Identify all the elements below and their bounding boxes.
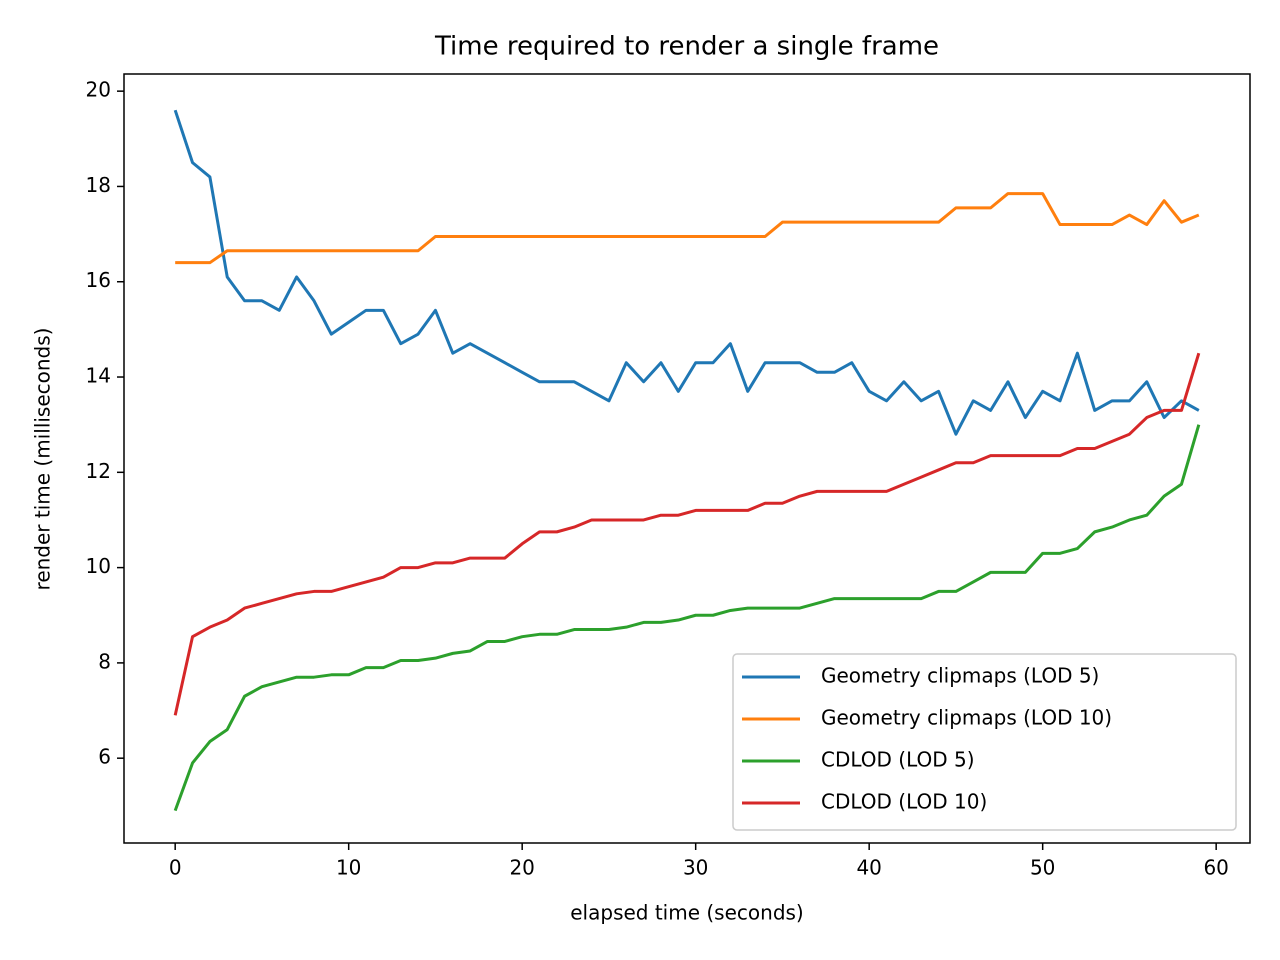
y-tick-label: 6 (98, 745, 111, 769)
y-tick-label: 8 (98, 649, 111, 673)
series-line (173, 109, 1200, 436)
series-line (175, 192, 1200, 265)
legend-label: Geometry clipmaps (LOD 10) (821, 706, 1112, 730)
y-axis-label: render time (milliseconds) (31, 328, 55, 591)
chart-title: Time required to render a single frame (434, 32, 939, 62)
y-tick-label: 18 (86, 173, 111, 197)
series-line (173, 424, 1201, 812)
x-tick-label: 0 (169, 856, 182, 880)
x-axis-label: elapsed time (seconds) (570, 901, 804, 925)
x-tick-label: 50 (1030, 856, 1055, 880)
series-line (173, 352, 1201, 716)
legend-label: Geometry clipmaps (LOD 5) (821, 664, 1099, 688)
y-tick-label: 10 (86, 554, 111, 578)
x-tick-label: 30 (683, 856, 708, 880)
x-tick-label: 10 (336, 856, 361, 880)
x-tick-label: 60 (1203, 856, 1228, 880)
plot-frame (123, 73, 1251, 844)
legend-label: CDLOD (LOD 10) (821, 790, 987, 814)
y-tick-label: 12 (86, 459, 111, 483)
y-tick-label: 20 (86, 78, 111, 102)
y-tick-label: 14 (86, 364, 111, 388)
legend-box (732, 653, 1237, 831)
y-tick-label: 16 (86, 268, 111, 292)
legend-label: CDLOD (LOD 5) (821, 748, 975, 772)
x-tick-label: 40 (856, 856, 881, 880)
x-tick-label: 20 (509, 856, 534, 880)
